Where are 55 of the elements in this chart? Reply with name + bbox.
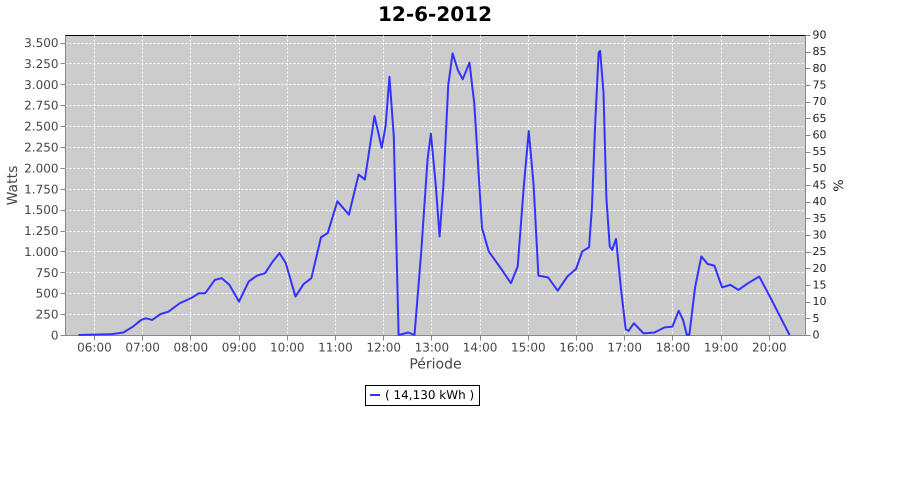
y2-tick-label: 10 <box>812 295 826 308</box>
y-tick-label: 2.500 <box>24 120 58 134</box>
y2-tick-label: 20 <box>812 262 826 275</box>
y-axis-title: Watts <box>5 166 22 206</box>
y2-tick-label: 85 <box>812 45 826 58</box>
line-series <box>78 50 791 336</box>
y-tick-label: 1.750 <box>24 182 58 196</box>
x-tick-label: 15:00 <box>511 340 546 354</box>
x-tick-label: 12:00 <box>366 340 401 354</box>
y2-tick-label: 40 <box>812 195 826 208</box>
y2-tick-label: 65 <box>812 112 826 125</box>
y2-tick-label: 5 <box>812 312 820 325</box>
x-tick-label: 09:00 <box>222 340 256 354</box>
x-tick-label: 06:00 <box>77 340 112 354</box>
y2-axis-title: % <box>829 179 844 192</box>
y-tick-label: 750 <box>36 266 58 280</box>
y2-tick-label: 35 <box>812 212 826 225</box>
y2-tick-label: 55 <box>812 145 826 158</box>
x-tick-label: 17:00 <box>607 340 642 354</box>
chart-title: 12-6-2012 <box>378 2 492 26</box>
x-axis-title: Période <box>409 356 462 372</box>
x-tick-label: 10:00 <box>270 340 305 354</box>
y2-tick-label: 90 <box>812 28 826 42</box>
x-tick-label: 08:00 <box>174 340 208 354</box>
y-tick-label: 2.250 <box>24 140 58 154</box>
y-tick-label: 250 <box>36 308 58 322</box>
x-tick-label: 07:00 <box>125 340 160 354</box>
x-tick-label: 11:00 <box>318 340 353 354</box>
x-tick-label: 18:00 <box>656 340 690 354</box>
y-tick-label: 1.000 <box>24 244 58 259</box>
y-tick-label: 3.500 <box>24 36 58 50</box>
y-tick-label: 1.250 <box>24 224 58 238</box>
x-tick-label: 20:00 <box>752 340 787 354</box>
y2-tick-label: 45 <box>812 178 826 192</box>
x-tick-label: 19:00 <box>704 340 738 354</box>
y-tick-label: 3.250 <box>24 56 58 71</box>
y-tick-label: 2.000 <box>24 161 58 176</box>
y2-tick-label: 80 <box>812 62 826 75</box>
legend-label: ( 14,130 kWh ) <box>385 388 474 402</box>
y-tick-label: 500 <box>36 286 58 301</box>
y2-tick-label: 15 <box>812 278 826 292</box>
x-tick-label: 13:00 <box>414 340 450 354</box>
y2-tick-label: 75 <box>812 78 826 92</box>
y-tick-label: 2.750 <box>24 98 58 113</box>
y-tick-label: 1.500 <box>24 203 58 218</box>
y2-tick-label: 50 <box>812 162 826 175</box>
x-tick-label: 14:00 <box>462 340 498 354</box>
y2-tick-label: 25 <box>812 245 826 258</box>
y2-tick-label: 60 <box>812 128 826 142</box>
y2-tick-label: 30 <box>812 228 826 242</box>
y-tick-label: 3.000 <box>24 78 58 92</box>
y-tick-label: 0 <box>50 328 58 342</box>
y2-tick-label: 70 <box>812 95 826 108</box>
y2-tick-label: 0 <box>812 328 820 342</box>
x-tick-label: 16:00 <box>559 340 594 354</box>
